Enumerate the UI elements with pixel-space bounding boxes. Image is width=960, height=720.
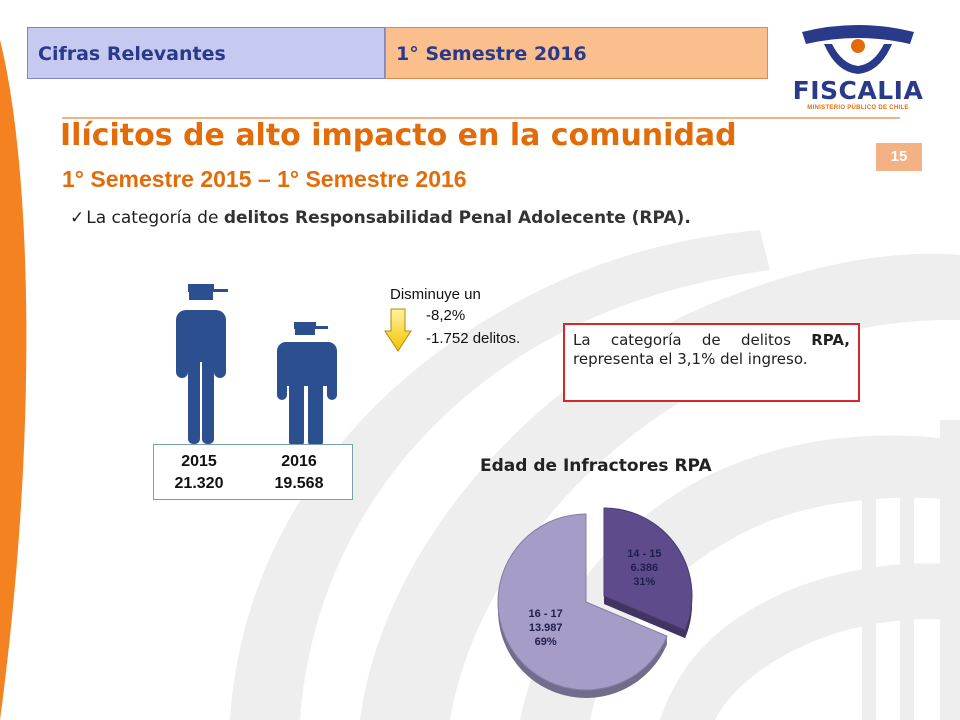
decrease-count: -1.752 delitos. bbox=[426, 330, 521, 347]
pie-slice-14-15 bbox=[603, 507, 693, 631]
header-divider bbox=[62, 117, 900, 119]
category-bullet: ✓ La categoría de delitos Responsabilidad… bbox=[70, 208, 691, 228]
person-2015-icon bbox=[176, 284, 228, 444]
bullet-prefix: La categoría de bbox=[86, 208, 219, 228]
page-subtitle: 1° Semestre 2015 – 1° Semestre 2016 bbox=[62, 166, 467, 192]
value-2016: 19.568 bbox=[274, 475, 324, 492]
fiscalia-logo: FISCALIA MINISTERIO PÚBLICO DE CHILE bbox=[774, 22, 942, 112]
person-2016-icon bbox=[277, 322, 337, 446]
justice-emblem-icon bbox=[802, 25, 914, 74]
down-arrow-icon bbox=[384, 308, 412, 352]
logo-wordmark: FISCALIA bbox=[792, 76, 924, 105]
info-bold: RPA, bbox=[811, 331, 850, 349]
info-after: representa el 3,1% del ingreso. bbox=[573, 350, 808, 368]
decrease-percent: -8,2% bbox=[426, 307, 466, 324]
comparison-box: 2015 2016 21.320 19.568 bbox=[153, 444, 353, 500]
tab-cifras-relevantes[interactable]: Cifras Relevantes bbox=[27, 27, 385, 79]
pie-label-category: 16 - 17 bbox=[529, 608, 563, 620]
pie-label-category: 14 - 15 bbox=[627, 548, 661, 560]
pie-label-value: 6.386 bbox=[631, 562, 659, 574]
year-2016-label: 2016 bbox=[281, 453, 317, 470]
age-pie-chart: 14 - 15 6.386 31% 16 - 17 13.987 69% bbox=[497, 507, 693, 698]
pie-label-percent: 69% bbox=[535, 636, 557, 648]
pie-label-percent: 31% bbox=[633, 576, 655, 588]
page-title: Ilícitos de alto impacto en la comunidad bbox=[60, 118, 737, 153]
pie-label-value: 13.987 bbox=[529, 622, 563, 634]
bullet-emphasis: delitos Responsabilidad Penal Adolecente… bbox=[223, 208, 691, 228]
info-before: La categoría de delitos bbox=[573, 331, 791, 349]
pie-slice-16-17 bbox=[497, 513, 668, 691]
pie-chart-title: Edad de Infractores RPA bbox=[480, 456, 712, 476]
checkmark-icon: ✓ bbox=[70, 208, 85, 228]
value-2015: 21.320 bbox=[174, 475, 224, 492]
person-figures bbox=[176, 284, 337, 446]
decrease-label: Disminuye un bbox=[390, 286, 481, 303]
logo-subtitle: MINISTERIO PÚBLICO DE CHILE bbox=[807, 105, 909, 111]
tab-semestre[interactable]: 1° Semestre 2016 bbox=[385, 27, 768, 79]
page-number-badge: 15 bbox=[876, 143, 922, 171]
rpa-info-box: La categoría de delitos RPA, representa … bbox=[563, 323, 860, 402]
year-2015-label: 2015 bbox=[181, 453, 217, 470]
